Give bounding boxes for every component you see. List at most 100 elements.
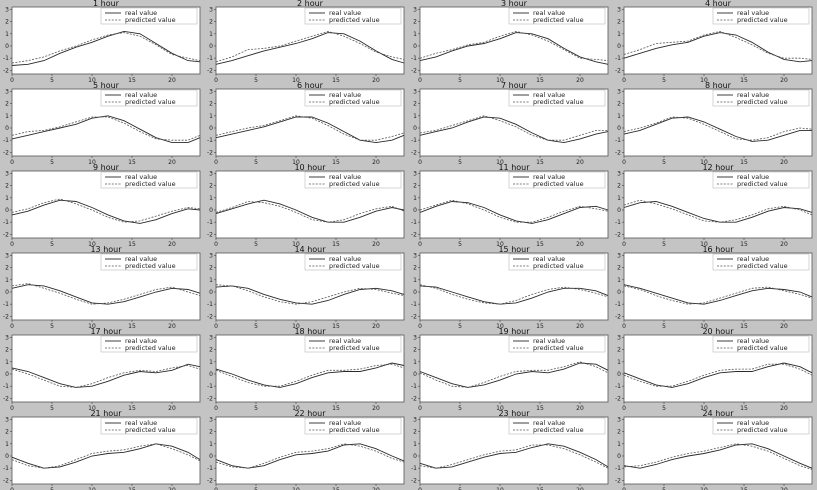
panel-24: 24 hour 0 5 10 15 20 -2 -1 0 1 2 3 real valuepredict… (615, 409, 813, 490)
y-tick-label: -1 (615, 137, 621, 144)
x-tick-label: 0 (10, 241, 14, 248)
legend-entry: predicted value (533, 180, 584, 188)
panel-title: 17 hour (90, 327, 122, 336)
x-tick-label: 10 (496, 77, 504, 84)
y-tick-label: -1 (3, 55, 9, 62)
x-tick-label: 5 (50, 241, 54, 248)
y-tick-label: -2 (207, 67, 213, 74)
y-tick-label: 0 (413, 453, 417, 460)
x-tick-label: 5 (662, 487, 666, 490)
legend-entry: predicted value (533, 344, 584, 352)
x-tick-label: 0 (622, 323, 626, 330)
x-tick-label: 0 (622, 487, 626, 490)
legend-box (100, 171, 198, 189)
legend-entry: real value (533, 337, 565, 345)
series-real-value-line (623, 284, 813, 305)
panel-4: 4 hour 0 5 10 15 20 -2 -1 0 1 2 3 real valuepredicte… (615, 0, 813, 84)
y-tick-label: -1 (411, 137, 417, 144)
y-tick-label: -2 (3, 231, 9, 238)
y-tick-label: 1 (209, 441, 213, 448)
x-tick-label: 5 (50, 323, 54, 330)
y-tick-label: 1 (5, 113, 9, 120)
y-tick-label: -1 (207, 465, 213, 472)
legend-entry: predicted value (737, 262, 788, 270)
series-predicted-value-line (11, 116, 201, 141)
y-tick-label: 1 (617, 441, 621, 448)
panel-17: 17 hour 0 5 10 15 20 -2 -1 0 1 2 3 real valuepredict… (3, 327, 201, 412)
panel-19: 19 hour 0 5 10 15 20 -2 -1 0 1 2 3 real valuepredict… (411, 327, 609, 412)
series-real-value-line (215, 443, 405, 469)
y-tick-label: 2 (413, 19, 417, 26)
x-tick-label: 5 (254, 323, 258, 330)
y-tick-label: 0 (413, 43, 417, 50)
x-tick-label: 20 (780, 241, 788, 248)
x-tick-label: 20 (168, 487, 176, 490)
panel-9: 9 hour 0 5 10 15 20 -2 -1 0 1 2 3 real valuepredicte… (3, 163, 201, 248)
series-predicted-value-line (623, 30, 813, 60)
series-real-value-line (11, 199, 201, 224)
panel-21: 21 hour 0 5 10 15 20 -2 -1 0 1 2 3 real valuepredict… (3, 409, 201, 490)
y-tick-label: 1 (413, 277, 417, 284)
panel-title: 14 hour (294, 245, 326, 254)
series-real-value-line (623, 443, 813, 469)
x-tick-label: 15 (332, 323, 340, 330)
legend-entry: real value (125, 9, 157, 17)
y-tick-label: 2 (209, 429, 213, 436)
legend-box (508, 335, 606, 353)
panel-22: 22 hour 0 5 10 15 20 -2 -1 0 1 2 3 real valuepredict… (207, 409, 405, 490)
legend-entry: predicted value (737, 98, 788, 106)
x-tick-label: 10 (700, 241, 708, 248)
panel-6: 6 hour 0 5 10 15 20 -2 -1 0 1 2 3 real valuepredicte… (207, 81, 405, 166)
y-tick-label: 1 (5, 31, 9, 38)
x-tick-label: 5 (662, 405, 666, 412)
y-tick-label: 0 (209, 371, 213, 378)
y-tick-label: 3 (617, 170, 621, 177)
panel-2: 2 hour 0 5 10 15 20 -2 -1 0 1 2 3 real valuepredicte… (207, 0, 405, 84)
y-tick-label: -2 (615, 477, 621, 484)
y-tick-label: 1 (413, 31, 417, 38)
panel-title: 23 hour (498, 409, 530, 418)
legend-box (304, 171, 402, 189)
y-tick-label: -2 (411, 67, 417, 74)
x-tick-label: 0 (622, 77, 626, 84)
legend-entry: predicted value (125, 426, 176, 434)
y-tick-label: -2 (3, 477, 9, 484)
legend-entry: real value (329, 337, 361, 345)
x-tick-label: 10 (700, 487, 708, 490)
y-tick-label: 1 (209, 277, 213, 284)
series-predicted-value-line (419, 199, 609, 223)
panel-title: 24 hour (702, 409, 734, 418)
y-tick-label: -1 (615, 55, 621, 62)
x-tick-label: 10 (292, 241, 300, 248)
x-tick-label: 10 (496, 405, 504, 412)
panel-title: 15 hour (498, 245, 530, 254)
x-tick-label: 20 (780, 77, 788, 84)
y-tick-label: 2 (5, 347, 9, 354)
x-tick-label: 10 (88, 405, 96, 412)
y-tick-label: 3 (209, 252, 213, 259)
series-real-value-line (11, 30, 201, 66)
x-tick-label: 0 (214, 487, 218, 490)
series-predicted-value-line (11, 443, 201, 469)
series-predicted-value-line (215, 443, 405, 469)
legend-entry: real value (533, 9, 565, 17)
panel-title: 10 hour (294, 163, 326, 172)
y-tick-label: 3 (617, 252, 621, 259)
legend-entry: real value (737, 255, 769, 263)
y-tick-label: 1 (5, 277, 9, 284)
y-tick-label: 3 (413, 252, 417, 259)
x-tick-label: 5 (254, 159, 258, 166)
y-tick-label: 3 (5, 252, 9, 259)
legend-entry: real value (737, 419, 769, 427)
x-tick-label: 15 (536, 405, 544, 412)
y-tick-label: 2 (617, 183, 621, 190)
series-predicted-value-line (11, 198, 201, 223)
x-tick-label: 15 (740, 487, 748, 490)
y-tick-label: 2 (617, 101, 621, 108)
x-tick-label: 20 (780, 487, 788, 490)
